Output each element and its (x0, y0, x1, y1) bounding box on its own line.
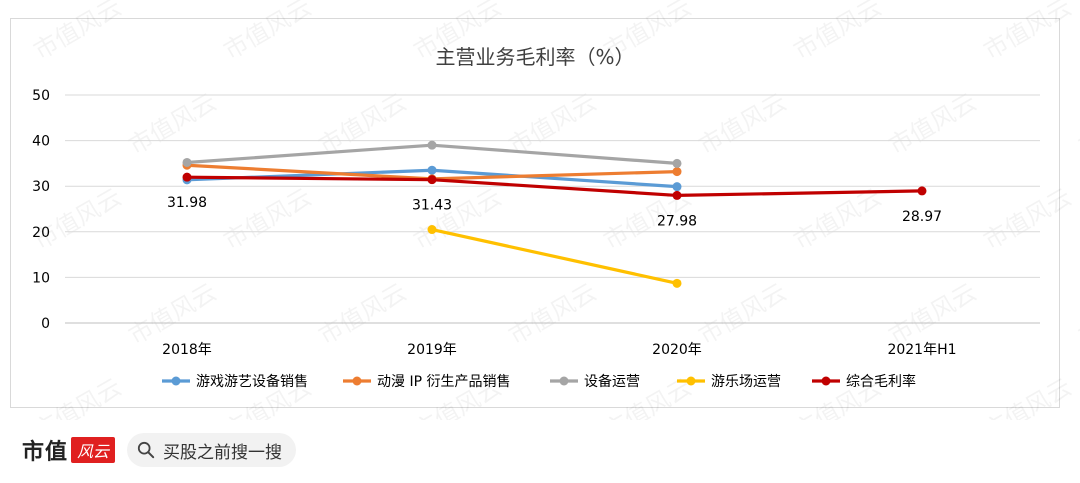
data-label: 27.98 (657, 213, 697, 229)
data-point (427, 225, 437, 235)
legend: 游戏游艺设备销售 动漫 IP 衍生产品销售 设备运营 游乐场运营 综合毛利率 (162, 373, 916, 390)
brand-mark: 风云 (71, 437, 116, 463)
search-text: 买股之前搜一搜 (163, 442, 283, 463)
series-line (431, 227, 678, 285)
data-point (672, 190, 682, 200)
data-labels: 31.98 31.43 27.98 28.97 (167, 195, 942, 229)
legend-swatch-marker (686, 376, 696, 386)
series-layer (182, 140, 927, 288)
grid-lines (65, 94, 1040, 324)
data-label: 31.98 (167, 195, 207, 211)
data-point (427, 175, 437, 185)
data-point (672, 278, 682, 288)
series-设备运营 (182, 140, 682, 168)
legend-label: 综合毛利率 (846, 373, 916, 390)
data-label: 28.97 (902, 209, 942, 225)
y-tick-label: 20 (32, 225, 50, 241)
y-tick-label: 0 (41, 316, 50, 332)
legend-label: 动漫 IP 衍生产品销售 (377, 374, 510, 390)
legend-item: 综合毛利率 (812, 373, 916, 390)
legend-label: 游戏游艺设备销售 (196, 373, 308, 390)
search-icon (137, 441, 155, 459)
series-line (186, 175, 923, 198)
legend-item: 游乐场运营 (677, 374, 781, 390)
data-point (672, 182, 682, 192)
data-point (182, 157, 192, 167)
data-label: 31.43 (412, 198, 452, 214)
brand-logo: 市值 风云 (22, 434, 116, 466)
legend-label: 游乐场运营 (711, 374, 781, 390)
search-box[interactable]: 买股之前搜一搜 (127, 433, 297, 467)
x-axis-ticks: 2018年 2019年 2020年 2021年H1 (162, 342, 956, 358)
data-point (917, 186, 927, 196)
footer: 市值 风云 买股之前搜一搜 (22, 430, 297, 470)
series-游乐场运营 (427, 225, 682, 288)
y-tick-label: 10 (32, 270, 50, 286)
legend-swatch-marker (821, 376, 831, 386)
data-point (427, 140, 437, 150)
legend-label: 设备运营 (584, 373, 640, 390)
legend-swatch-marker (559, 376, 569, 386)
legend-item: 设备运营 (550, 373, 640, 390)
x-tick-label: 2020年 (652, 342, 702, 358)
chart-frame (10, 18, 1060, 408)
x-tick-label: 2018年 (162, 342, 212, 358)
legend-swatch-marker (352, 376, 362, 386)
x-tick-label: 2019年 (407, 342, 457, 358)
y-tick-label: 50 (32, 88, 50, 104)
series-综合毛利率 (182, 172, 927, 200)
legend-item: 动漫 IP 衍生产品销售 (343, 374, 510, 390)
legend-swatch-marker (171, 376, 181, 386)
legend-item: 游戏游艺设备销售 (162, 373, 308, 390)
data-point (182, 172, 192, 182)
y-tick-label: 30 (32, 179, 50, 195)
data-point (672, 158, 682, 168)
y-axis-ticks: 0 10 20 30 40 50 (32, 88, 50, 332)
data-point (427, 165, 437, 175)
chart-title: 主营业务毛利率（%） (435, 45, 634, 69)
data-point (672, 167, 682, 177)
chart: 市值风云市值风云市值风云市值风云市值风云市值风云市值风云市值风云市值风云市值风云… (29, 0, 1080, 420)
y-tick-label: 40 (32, 134, 50, 150)
brand-name: 市值 (22, 440, 69, 465)
x-tick-label: 2021年H1 (887, 342, 956, 358)
